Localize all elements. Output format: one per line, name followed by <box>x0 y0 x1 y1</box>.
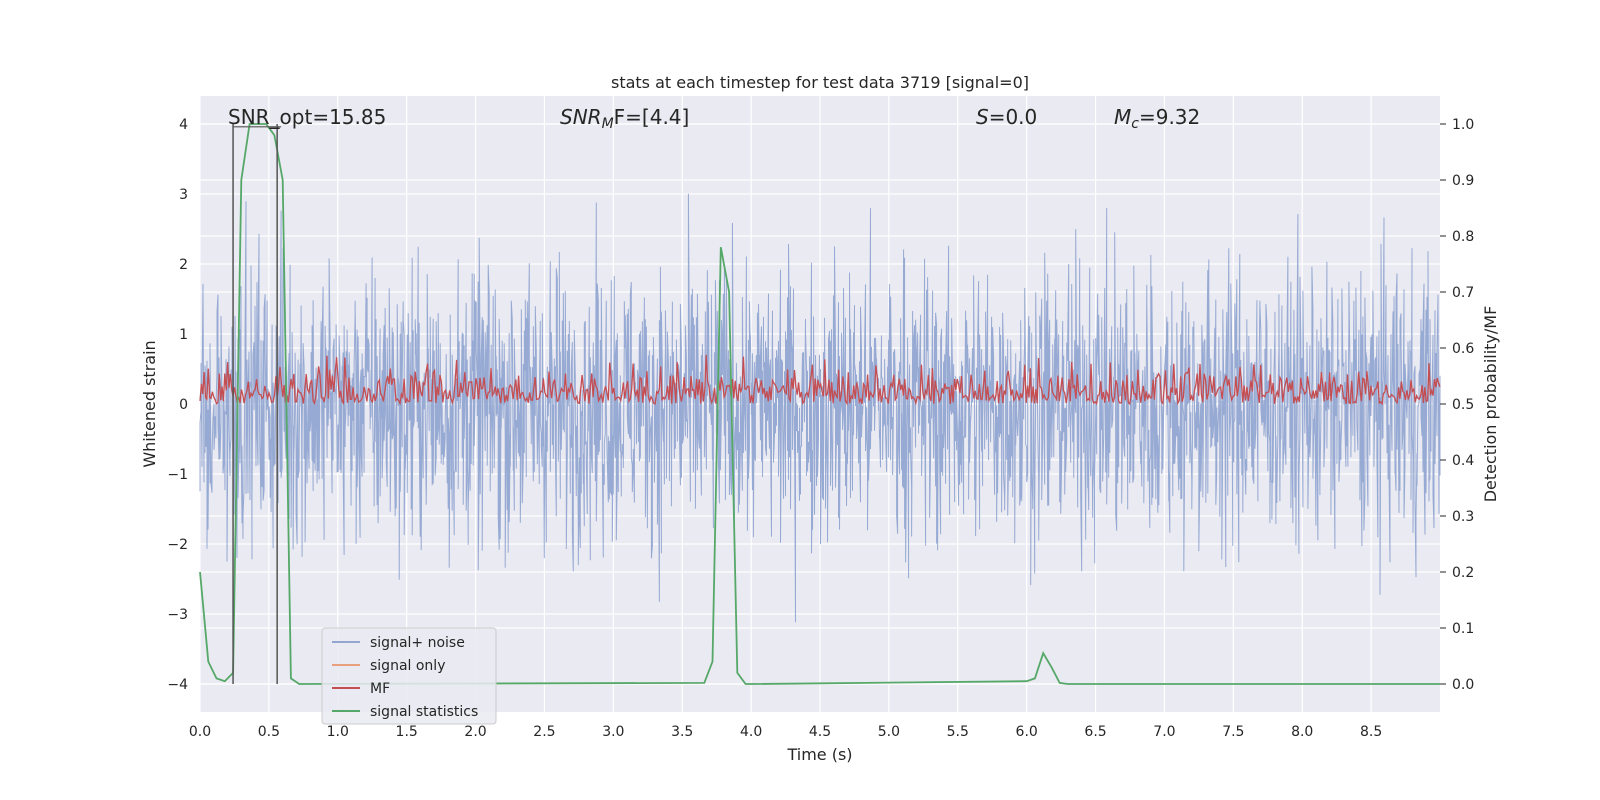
x-tick-label: 0.0 <box>189 724 211 740</box>
mc-var: M <box>1114 105 1131 129</box>
x-tick-label: 2.0 <box>464 724 486 740</box>
x-tick-label: 0.5 <box>258 724 280 740</box>
y-tick-label-left: −2 <box>167 537 188 553</box>
y-tick-label-right: 0.8 <box>1452 229 1474 245</box>
y-tick-label-left: −1 <box>167 467 188 483</box>
y-tick-label-right: 0.7 <box>1452 285 1474 301</box>
axes-layer: 0.0 0.5 1.0 1.5 2.0 2.5 3.0 3.5 4.0 4.5 5.0 5.5 6.0 6… <box>167 117 1474 740</box>
y-tick-label-right: 0.6 <box>1452 341 1474 357</box>
y-tick-label-left: 1 <box>179 327 188 343</box>
legend-label-signal-noise: signal+ noise <box>370 635 465 651</box>
legend: signal+ noise signal only MF signal stat… <box>321 627 497 725</box>
snr-mf-tail: F=[4.4] <box>614 105 690 129</box>
legend-box <box>321 627 497 725</box>
vertical-markers <box>232 124 282 684</box>
x-tick-label: 7.5 <box>1222 724 1244 740</box>
s-val: =0.0 <box>989 105 1038 129</box>
x-tick-label: 5.0 <box>878 724 900 740</box>
snr-mf-base: SNR <box>560 105 602 129</box>
annotation-mc: Mc=9.32 <box>1114 105 1200 132</box>
y-tick-label-right: 1.0 <box>1452 117 1474 133</box>
y-tick-label-right: 0.1 <box>1452 621 1474 637</box>
x-tick-label: 7.0 <box>1153 724 1175 740</box>
s-var: S <box>976 105 989 129</box>
annotation-snr-opt: SNR_opt=15.85 <box>228 105 386 129</box>
x-tick-label: 1.0 <box>327 724 349 740</box>
y-tick-label-right: 0.0 <box>1452 677 1474 693</box>
snr-mf-sub: M <box>602 116 614 132</box>
legend-label-signal-statistics: signal statistics <box>370 704 478 720</box>
series-mf <box>199 354 1441 406</box>
y-tick-label-right: 0.9 <box>1452 173 1474 189</box>
annotation-snr-mf: SNRMF=[4.4] <box>560 105 689 132</box>
y-axis-label-left: Whitened strain <box>140 340 159 467</box>
y-tick-label-right: 0.5 <box>1452 397 1474 413</box>
series-signal-noise <box>199 193 1441 623</box>
mc-sub: c <box>1131 116 1139 132</box>
y-tick-label-left: 3 <box>179 187 188 203</box>
x-tick-label: 6.5 <box>1084 724 1106 740</box>
x-tick-label: 4.5 <box>809 724 831 740</box>
legend-label-mf: MF <box>370 681 390 697</box>
y-tick-label-left: 4 <box>179 117 188 133</box>
x-axis-label: Time (s) <box>786 745 852 764</box>
x-tick-label: 4.0 <box>740 724 762 740</box>
x-tick-label: 2.5 <box>533 724 555 740</box>
x-tick-label: 8.5 <box>1360 724 1382 740</box>
y-tick-label-right: 0.4 <box>1452 453 1474 469</box>
y-tick-label-right: 0.2 <box>1452 565 1474 581</box>
legend-label-signal-only: signal only <box>370 658 445 674</box>
x-tick-label: 5.5 <box>947 724 969 740</box>
series-layer <box>199 123 1441 685</box>
y-tick-label-left: −4 <box>167 677 188 693</box>
y-tick-label-right: 0.3 <box>1452 509 1474 525</box>
x-tick-label: 1.5 <box>396 724 418 740</box>
y-axis-label-right: Detection probability/MF <box>1481 306 1500 503</box>
y-tick-label-left: −3 <box>167 607 188 623</box>
x-tick-label: 8.0 <box>1291 724 1313 740</box>
x-tick-label: 3.0 <box>602 724 624 740</box>
y-tick-label-left: 0 <box>179 397 188 413</box>
mc-val: =9.32 <box>1139 105 1200 129</box>
x-tick-label: 6.0 <box>1016 724 1038 740</box>
chart-title: stats at each timestep for test data 371… <box>611 73 1029 92</box>
annotation-s: S=0.0 <box>976 105 1037 129</box>
x-tick-label: 3.5 <box>671 724 693 740</box>
y-tick-label-left: 2 <box>179 257 188 273</box>
series-signal-statistics <box>199 123 1440 685</box>
